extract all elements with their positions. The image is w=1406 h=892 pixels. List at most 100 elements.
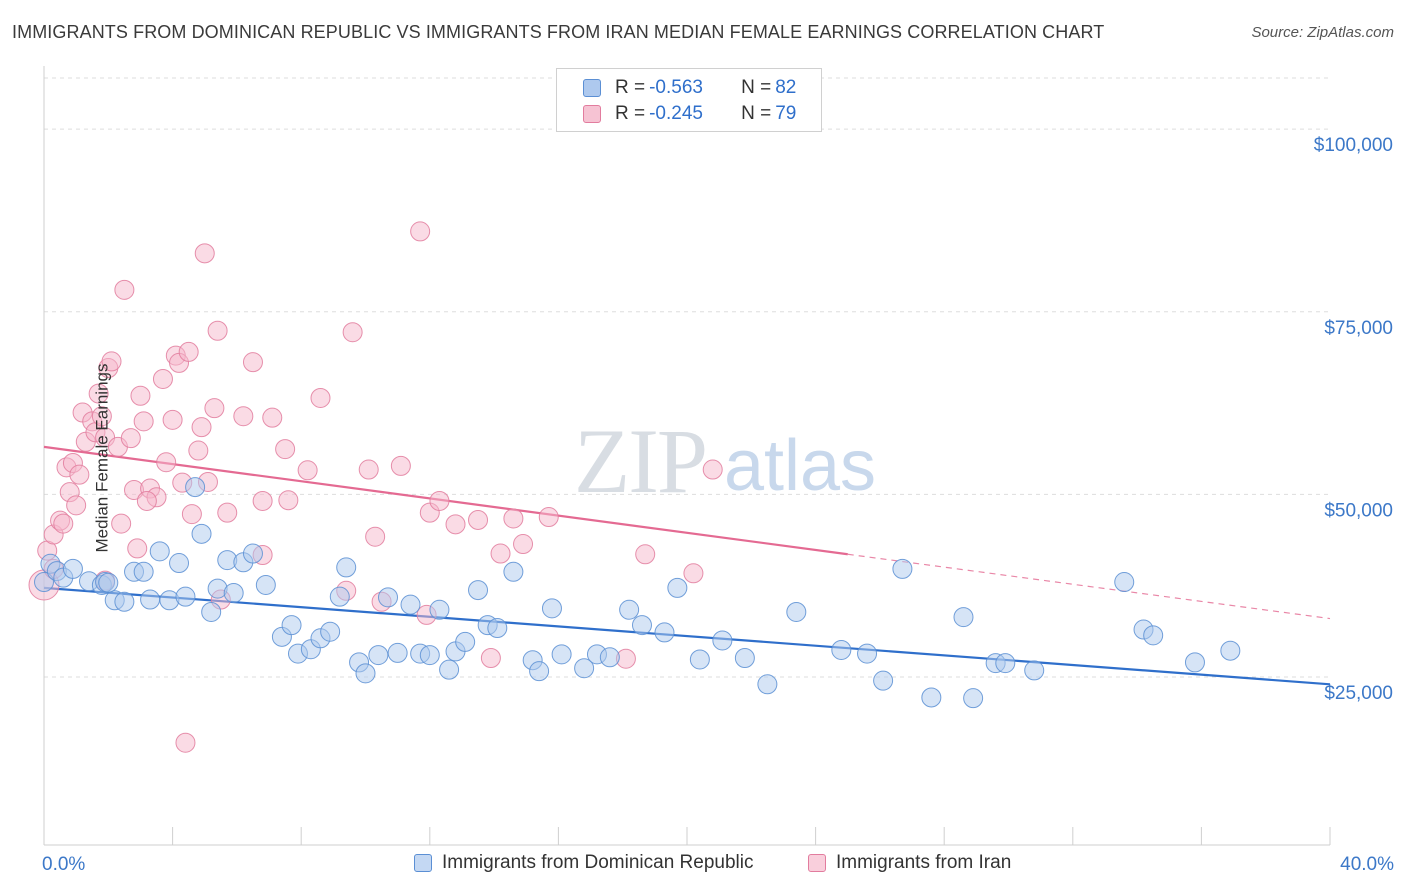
point-iran [252, 490, 273, 511]
trend-line-dominican [43, 586, 1331, 686]
point-iran [217, 502, 238, 523]
point-dominican [175, 586, 196, 607]
point-dominican [355, 663, 376, 684]
point-iran [127, 538, 148, 559]
x-tick-label-min: 0.0% [42, 854, 85, 875]
point-iran [262, 407, 283, 428]
point-iran [162, 409, 183, 430]
point-iran [275, 439, 296, 460]
point-dominican [712, 630, 733, 651]
point-iran [242, 352, 263, 373]
point-dominican [757, 674, 778, 695]
trend-line-iran-extension [847, 553, 1331, 620]
series-name-dominican: Immigrants from Dominican Republic [442, 852, 754, 873]
point-dominican [255, 574, 276, 595]
legend-item-iran: Immigrants from Iran [808, 852, 1011, 874]
point-iran [513, 534, 534, 555]
point-iran [136, 490, 157, 511]
point-dominican [1220, 640, 1241, 661]
point-dominican [169, 553, 190, 574]
axes [43, 66, 1331, 846]
point-iran [120, 428, 141, 449]
point-dominican [368, 645, 389, 666]
point-dominican [468, 580, 489, 601]
y-tick-label: $75,000 [1324, 318, 1393, 339]
point-dominican [1024, 660, 1045, 681]
point-dominican [921, 687, 942, 708]
point-iran [480, 647, 501, 668]
point-dominican [995, 653, 1016, 674]
point-iran [635, 544, 656, 565]
point-dominican [599, 647, 620, 668]
source-label: Source: ZipAtlas.com [1251, 24, 1394, 41]
point-dominican [140, 589, 161, 610]
point-iran [468, 509, 489, 530]
tick-labels: $25,000 $50,000 $75,000 $100,000 0.0% 40.0% [42, 135, 1394, 875]
point-iran [342, 322, 363, 343]
y-axis-label: Median Female Earnings [92, 363, 112, 553]
legend-swatch-blue [583, 79, 601, 97]
point-dominican [133, 561, 154, 582]
point-iran [445, 514, 466, 535]
point-iran [503, 508, 524, 529]
point-iran [111, 513, 132, 534]
point-dominican [857, 643, 878, 664]
point-iran [297, 460, 318, 481]
point-dominican [503, 561, 524, 582]
point-iran [365, 526, 386, 547]
point-dominican [378, 587, 399, 608]
legend-r-value: -0.245 [649, 103, 703, 124]
point-iran [310, 387, 331, 408]
point-dominican [329, 586, 350, 607]
legend-item-dominican: Immigrants from Dominican Republic [414, 852, 754, 874]
point-iran [152, 368, 173, 389]
legend-n-label: N = [741, 77, 772, 98]
point-dominican [551, 644, 572, 665]
point-iran [683, 563, 704, 584]
point-dominican [1114, 572, 1135, 593]
data-points [28, 221, 1241, 753]
point-dominican [689, 649, 710, 670]
point-dominican [786, 601, 807, 622]
point-iran [69, 464, 90, 485]
point-dominican [529, 661, 550, 682]
point-dominican [654, 622, 675, 643]
series-name-iran: Immigrants from Iran [836, 852, 1012, 873]
legend-swatch-pink [583, 105, 601, 123]
point-dominican [873, 670, 894, 691]
point-iran [66, 495, 87, 516]
point-dominican [455, 631, 476, 652]
legend-r-label: R = [615, 77, 646, 98]
point-dominican [149, 541, 170, 562]
point-iran [156, 452, 177, 473]
point-dominican [892, 558, 913, 579]
point-dominican [387, 642, 408, 663]
point-dominican [201, 601, 222, 622]
point-dominican [320, 621, 341, 642]
point-dominican [1184, 652, 1205, 673]
y-tick-label: $100,000 [1314, 135, 1393, 156]
point-dominican [223, 582, 244, 603]
point-dominican [400, 594, 421, 615]
point-iran [490, 543, 511, 564]
legend-n-value: 79 [775, 103, 797, 124]
point-dominican [439, 659, 460, 680]
point-iran [278, 490, 299, 511]
point-dominican [185, 477, 206, 498]
legend-row-iran: R = -0.245 N = 79 [583, 102, 796, 126]
series-swatch-pink [808, 854, 826, 872]
point-dominican [419, 645, 440, 666]
watermark-zip: ZIP [574, 410, 706, 512]
point-iran [91, 406, 112, 427]
point-iran [390, 455, 411, 476]
point-iran [178, 341, 199, 362]
point-iran [114, 279, 135, 300]
point-iran [191, 417, 212, 438]
point-dominican [62, 558, 83, 579]
point-dominican [336, 557, 357, 578]
point-iran [233, 406, 254, 427]
x-tick-label-max: 40.0% [1340, 854, 1394, 875]
point-iran [429, 490, 450, 511]
point-dominican [98, 572, 119, 593]
